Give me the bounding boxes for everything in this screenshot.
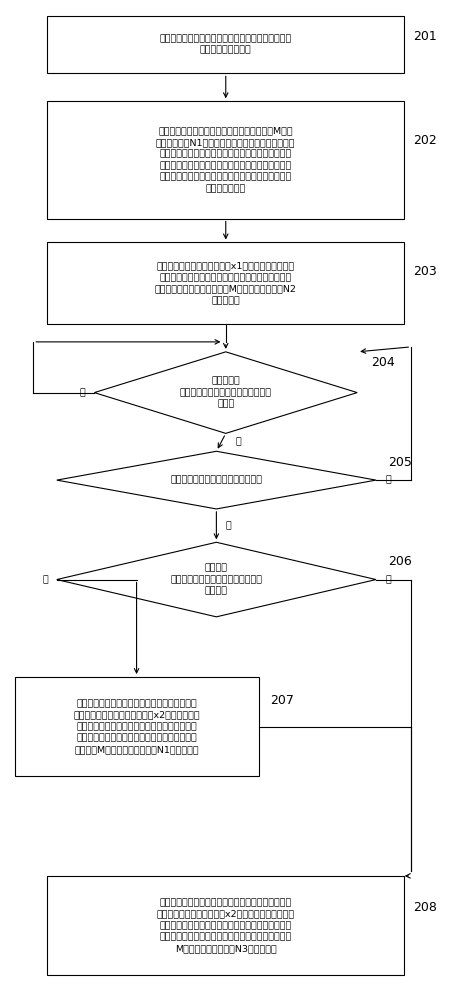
Text: 202: 202 — [414, 134, 437, 147]
Bar — [15, 677, 258, 776]
Text: 是: 是 — [42, 575, 48, 584]
Text: 201: 201 — [414, 30, 437, 43]
Text: 否: 否 — [385, 575, 391, 584]
Polygon shape — [57, 451, 376, 509]
Text: 205: 205 — [388, 456, 412, 469]
Text: 在映射关系表中查找与第二压力范围匹配的记录
，从与第二压力范围匹配的记录x2的速度字段获
取第二压力范围对应的第二速度，以与第一速度
不同的且与第二压力范围对应: 在映射关系表中查找与第二压力范围匹配的记录 ，从与第二压力范围匹配的记录x2的速… — [73, 699, 200, 754]
Text: 第二压力
范围与前向翻页参考压力范围之间是
否无交集: 第二压力 范围与前向翻页参考压力范围之间是 否无交集 — [171, 564, 262, 596]
Text: 否: 否 — [385, 476, 391, 485]
Bar — [48, 16, 404, 73]
Text: 监测操作体在终端设备的触控显示屏幕的预设位置区
域中进行的按压操作: 监测操作体在终端设备的触控显示屏幕的预设位置区 域中进行的按压操作 — [160, 34, 292, 55]
Bar — [48, 242, 404, 324]
Bar — [48, 876, 404, 975]
Text: 是: 是 — [226, 521, 231, 530]
Text: 在映射关系表中查找与第二压力范围匹配的记录，从
与第二压力范围匹配的记录x2的速度字段获取第二压
力范围对应的第二速度，以与所述第一速度不同的且
与所述第二压力: 在映射关系表中查找与第二压力范围匹配的记录，从 与第二压力范围匹配的记录x2的速… — [157, 898, 295, 953]
Text: 当所述终端设备的触控显示屏幕上显示有所述M个显
示对象之中的N1个显示对象，且终端设备在触控显示
屏幕的预设位置区域监测到操作体进行的第一按压操
作，终端设备在: 当所述终端设备的触控显示屏幕上显示有所述M个显 示对象之中的N1个显示对象，且终… — [156, 127, 295, 193]
Text: 204: 204 — [371, 356, 395, 369]
Text: 是: 是 — [235, 438, 241, 447]
Text: 监测第一按
压操作的按压压力在第二时段是否发
生变化: 监测第一按 压操作的按压压力在第二时段是否发 生变化 — [180, 377, 272, 409]
Text: 203: 203 — [414, 265, 437, 278]
Text: 从与第一压力范围匹配的记录x1的速度字段获取第一
压力范围对应的第一速度，以与所述第一压力范围对
应的第一速度切换至显示所述M个显示对象之中的N2
个显示对象: 从与第一压力范围匹配的记录x1的速度字段获取第一 压力范围对应的第一速度，以与所… — [155, 262, 297, 305]
Polygon shape — [57, 542, 376, 617]
Text: 第一按压操作是否处于第二压力范围: 第一按压操作是否处于第二压力范围 — [171, 476, 262, 485]
Text: 207: 207 — [270, 694, 294, 707]
Text: 206: 206 — [388, 555, 411, 568]
Polygon shape — [95, 352, 357, 433]
Bar — [48, 101, 404, 219]
Text: 否: 否 — [80, 388, 86, 397]
Text: 208: 208 — [414, 901, 437, 914]
